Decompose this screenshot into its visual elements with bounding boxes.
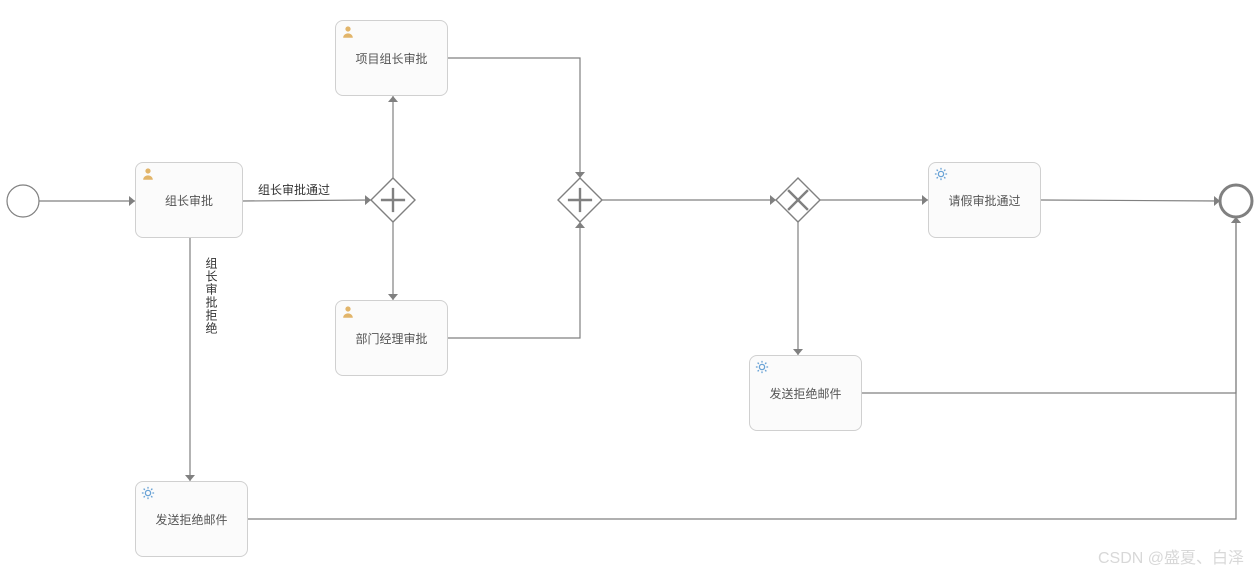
task-project-leader-approval[interactable]: 项目组长审批 [335, 20, 448, 96]
task-label: 发送拒绝邮件 [769, 385, 841, 402]
gear-icon [755, 360, 769, 374]
task-leave-approval-pass[interactable]: 请假审批通过 [928, 162, 1041, 238]
user-icon [141, 167, 155, 181]
task-label: 发送拒绝邮件 [155, 511, 227, 528]
task-label: 组长审批 [165, 192, 213, 209]
user-icon [341, 25, 355, 39]
watermark: CSDN @盛夏、白泽 [1098, 544, 1244, 568]
edge-label: 组长审批通过 [258, 181, 330, 198]
task-dept-manager-approval[interactable]: 部门经理审批 [335, 300, 448, 376]
user-icon [341, 305, 355, 319]
edge-label: 组长审批拒绝 [203, 257, 220, 335]
gear-icon [141, 486, 155, 500]
task-label: 请假审批通过 [948, 192, 1020, 209]
task-send-reject-email-2[interactable]: 发送拒绝邮件 [749, 355, 862, 431]
task-label: 部门经理审批 [355, 330, 427, 347]
gear-icon [934, 167, 948, 181]
task-send-reject-email-1[interactable]: 发送拒绝邮件 [135, 481, 248, 557]
task-label: 项目组长审批 [355, 50, 427, 67]
task-leader-approval[interactable]: 组长审批 [135, 162, 243, 238]
